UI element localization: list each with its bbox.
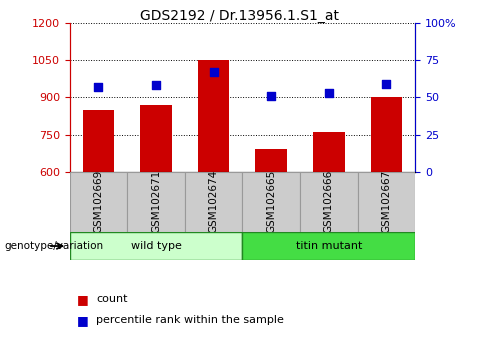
Bar <box>300 172 358 232</box>
Bar <box>185 172 242 232</box>
Text: GDS2192 / Dr.13956.1.S1_at: GDS2192 / Dr.13956.1.S1_at <box>141 9 339 23</box>
Text: GSM102669: GSM102669 <box>94 170 103 233</box>
Bar <box>83 110 114 172</box>
Text: count: count <box>96 294 128 304</box>
Bar <box>371 97 402 172</box>
Bar <box>358 172 415 232</box>
Text: titin mutant: titin mutant <box>296 241 362 251</box>
Bar <box>313 132 345 172</box>
Bar <box>140 105 172 172</box>
Point <box>95 84 102 90</box>
Text: GSM102666: GSM102666 <box>324 170 334 233</box>
Text: GSM102674: GSM102674 <box>209 170 218 233</box>
Text: ■: ■ <box>77 314 88 327</box>
Text: percentile rank within the sample: percentile rank within the sample <box>96 315 284 325</box>
Point <box>267 93 275 99</box>
Bar <box>242 172 300 232</box>
Point <box>210 69 217 75</box>
Bar <box>70 172 127 232</box>
Point <box>383 81 390 87</box>
Point <box>152 82 160 88</box>
Bar <box>242 232 415 260</box>
Text: GSM102665: GSM102665 <box>266 170 276 233</box>
Bar <box>255 149 287 172</box>
Bar <box>70 232 242 260</box>
Bar <box>198 60 229 172</box>
Point <box>325 90 333 96</box>
Text: wild type: wild type <box>131 241 181 251</box>
Text: GSM102671: GSM102671 <box>151 170 161 233</box>
Text: genotype/variation: genotype/variation <box>5 241 104 251</box>
Bar <box>127 172 185 232</box>
Text: ■: ■ <box>77 293 88 306</box>
Text: GSM102667: GSM102667 <box>382 170 391 233</box>
